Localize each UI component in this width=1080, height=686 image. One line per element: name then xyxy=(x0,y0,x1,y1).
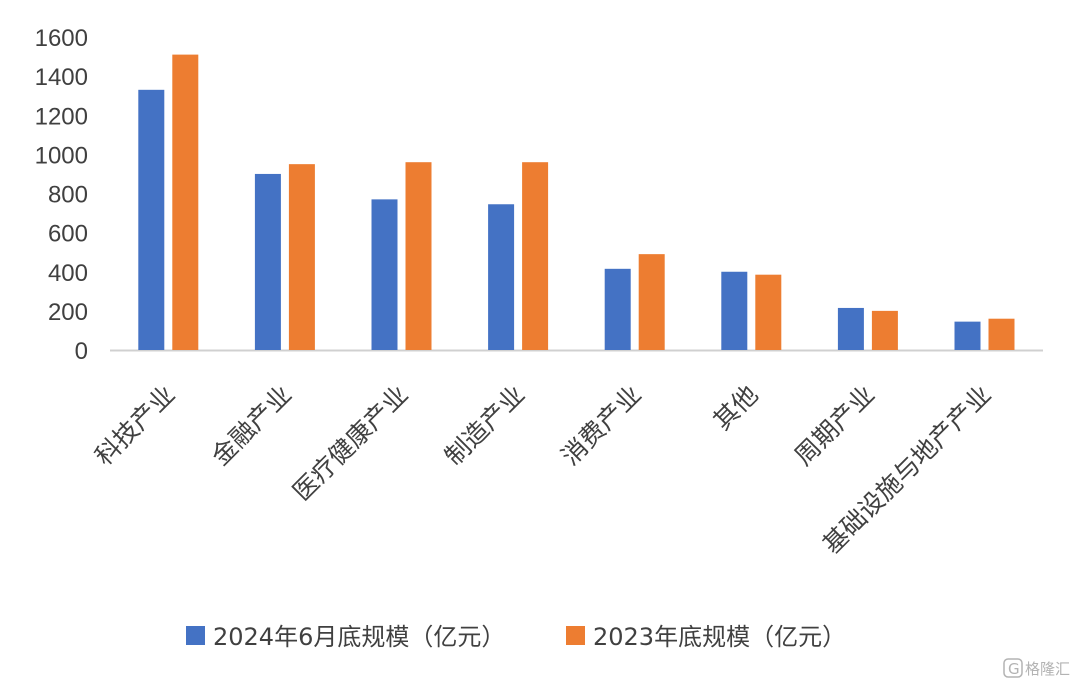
bar-2024h1-6 xyxy=(837,307,864,350)
bar-2023-7 xyxy=(988,318,1015,350)
y-tick-label: 600 xyxy=(48,221,88,248)
bar-2024h1-2 xyxy=(371,199,398,350)
bars xyxy=(138,54,1015,350)
bar-2023-0 xyxy=(172,54,199,350)
y-axis-ticks: 1600 1400 1200 1000 800 600 400 200 0 xyxy=(35,25,88,365)
category-label: 金融产业 xyxy=(206,380,297,471)
y-tick-label: 200 xyxy=(48,299,88,326)
category-label: 医疗健康产业 xyxy=(287,380,414,507)
legend: 2024年6月底规模（亿元） 2023年底规模（亿元） xyxy=(186,623,846,651)
category-label: 周期产业 xyxy=(789,380,880,471)
watermark: G 格隆汇 xyxy=(1003,658,1070,678)
bar-2023-6 xyxy=(871,310,898,350)
category-label: 科技产业 xyxy=(89,380,180,471)
bar-2024h1-4 xyxy=(604,268,631,350)
bar-2023-2 xyxy=(405,162,432,350)
category-label: 制造产业 xyxy=(439,380,530,471)
legend-label-2023: 2023年底规模（亿元） xyxy=(593,623,846,651)
legend-swatch-2023 xyxy=(566,626,585,645)
bar-2024h1-0 xyxy=(138,89,165,350)
bar-2023-4 xyxy=(638,254,665,350)
y-tick-label: 0 xyxy=(75,338,88,365)
bar-2023-1 xyxy=(288,164,315,350)
bar-2024h1-1 xyxy=(254,173,281,350)
bar-2024h1-5 xyxy=(721,271,748,350)
legend-label-2024: 2024年6月底规模（亿元） xyxy=(213,623,505,651)
bar-2024h1-3 xyxy=(488,204,515,350)
category-label: 消费产业 xyxy=(556,380,647,471)
y-tick-label: 1600 xyxy=(35,25,88,52)
y-tick-label: 1400 xyxy=(35,64,88,91)
bar-2023-3 xyxy=(522,162,549,350)
bar-2023-5 xyxy=(755,274,782,350)
svg-text:G: G xyxy=(1008,660,1020,678)
y-tick-label: 400 xyxy=(48,260,88,287)
y-tick-label: 800 xyxy=(48,182,88,209)
y-tick-label: 1200 xyxy=(35,103,88,130)
y-tick-label: 1000 xyxy=(35,142,88,169)
bar-2024h1-7 xyxy=(954,321,981,350)
legend-swatch-2024 xyxy=(186,626,205,645)
g-logo-icon: G xyxy=(1003,658,1023,678)
category-label: 其他 xyxy=(708,380,764,436)
watermark-text: 格隆汇 xyxy=(1025,660,1070,678)
